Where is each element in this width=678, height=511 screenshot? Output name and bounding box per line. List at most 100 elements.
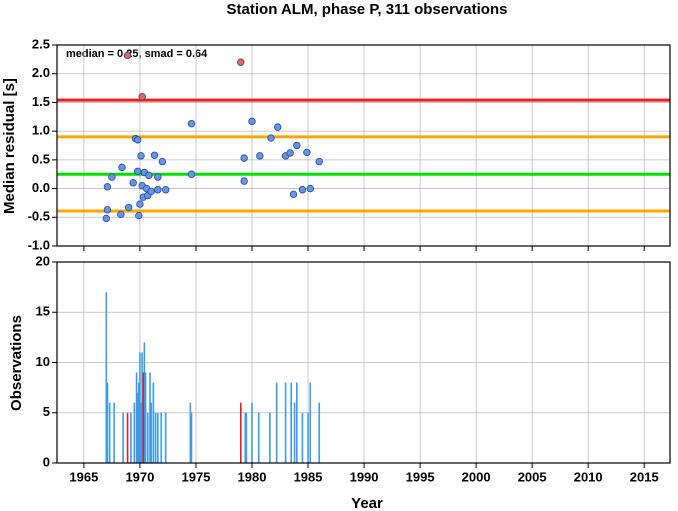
y-tick-label: 1.0: [32, 123, 50, 138]
point: [274, 123, 282, 131]
x-tick-label: 1970: [125, 469, 154, 484]
x-tick-label: 2000: [462, 469, 491, 484]
bar: [239, 402, 242, 463]
y-tick-label: -0.5: [28, 209, 50, 224]
y-tick-label: 2.5: [32, 36, 50, 51]
point: [158, 157, 167, 166]
y-tick-label: 10: [36, 354, 50, 369]
bar: [150, 402, 152, 463]
bar: [106, 382, 109, 463]
bar: [146, 412, 149, 463]
point: [303, 148, 311, 157]
x-tick-label: 1990: [350, 469, 379, 484]
bar: [164, 412, 167, 463]
bar: [139, 352, 141, 463]
plot-frame: [56, 44, 671, 247]
bar: [113, 402, 115, 463]
bar: [296, 382, 298, 463]
bar: [108, 402, 111, 463]
point: [162, 186, 170, 194]
bar: [133, 402, 136, 463]
y-tick-label: -1.0: [28, 237, 50, 252]
y-axis-label: Observations: [8, 315, 25, 411]
x-tick-label: 2010: [574, 469, 603, 484]
y-tick-label: 0: [43, 454, 50, 469]
point: [187, 119, 196, 128]
point: [147, 187, 155, 196]
plot-frame: [56, 261, 671, 464]
bar: [160, 412, 163, 463]
point: [108, 173, 116, 181]
y-tick-label: 2.0: [32, 65, 50, 80]
bar: [284, 382, 287, 463]
point: [315, 157, 323, 166]
y-tick-label: 15: [36, 304, 50, 319]
point: [125, 203, 133, 212]
y-tick-label: 20: [36, 253, 50, 268]
bar: [307, 412, 309, 463]
point: [150, 151, 159, 159]
bar: [157, 412, 159, 463]
bar: [190, 412, 193, 463]
bar: [245, 412, 248, 463]
point: [306, 184, 314, 193]
x-tick-label: 1985: [294, 469, 323, 484]
bar: [251, 402, 253, 463]
point: [103, 183, 112, 191]
point: [136, 200, 144, 208]
point: [117, 210, 125, 219]
bar: [152, 382, 155, 463]
point: [154, 186, 162, 194]
annotation: median = 0.25, smad = 0.64: [66, 48, 208, 60]
x-axis-label: Year: [351, 495, 383, 511]
bar: [143, 342, 146, 463]
x-tick-label: 1975: [182, 469, 211, 484]
x-tick-label: 2005: [518, 469, 547, 484]
point: [267, 134, 275, 142]
bar: [122, 412, 124, 463]
point: [103, 206, 112, 214]
bar: [244, 412, 247, 463]
point: [123, 51, 132, 60]
bar: [293, 402, 296, 463]
point: [289, 190, 298, 199]
point: [129, 179, 137, 187]
point: [133, 167, 142, 176]
bar: [275, 382, 278, 463]
bar: [105, 292, 108, 463]
point: [102, 214, 111, 223]
bar: [138, 382, 140, 463]
point: [138, 92, 146, 101]
y-tick-label: 0.5: [32, 151, 50, 166]
bar: [290, 382, 293, 463]
point: [118, 163, 126, 172]
bar: [136, 392, 139, 463]
bar: [130, 412, 132, 463]
point: [293, 141, 301, 150]
y-tick-label: 1.5: [32, 94, 50, 109]
bar: [140, 402, 142, 463]
point: [240, 154, 248, 162]
y-tick-label: 5: [43, 404, 50, 419]
x-tick-label: 1995: [406, 469, 435, 484]
y-tick-label: 0.0: [32, 180, 50, 195]
point: [187, 170, 196, 178]
bar: [301, 412, 304, 463]
point: [248, 117, 256, 126]
bar: [141, 352, 143, 463]
point: [256, 152, 264, 160]
bar: [309, 382, 312, 463]
bar: [269, 412, 271, 463]
x-tick-label: 1965: [69, 469, 98, 484]
bar: [126, 412, 129, 463]
y-axis-label: Median residual [s]: [1, 78, 18, 214]
point: [133, 136, 142, 144]
point: [237, 58, 245, 66]
x-tick-label: 2015: [630, 469, 659, 484]
x-tick-label: 1980: [238, 469, 267, 484]
bar: [144, 372, 147, 463]
point: [145, 171, 153, 180]
bar: [154, 412, 157, 463]
bar: [135, 372, 138, 463]
